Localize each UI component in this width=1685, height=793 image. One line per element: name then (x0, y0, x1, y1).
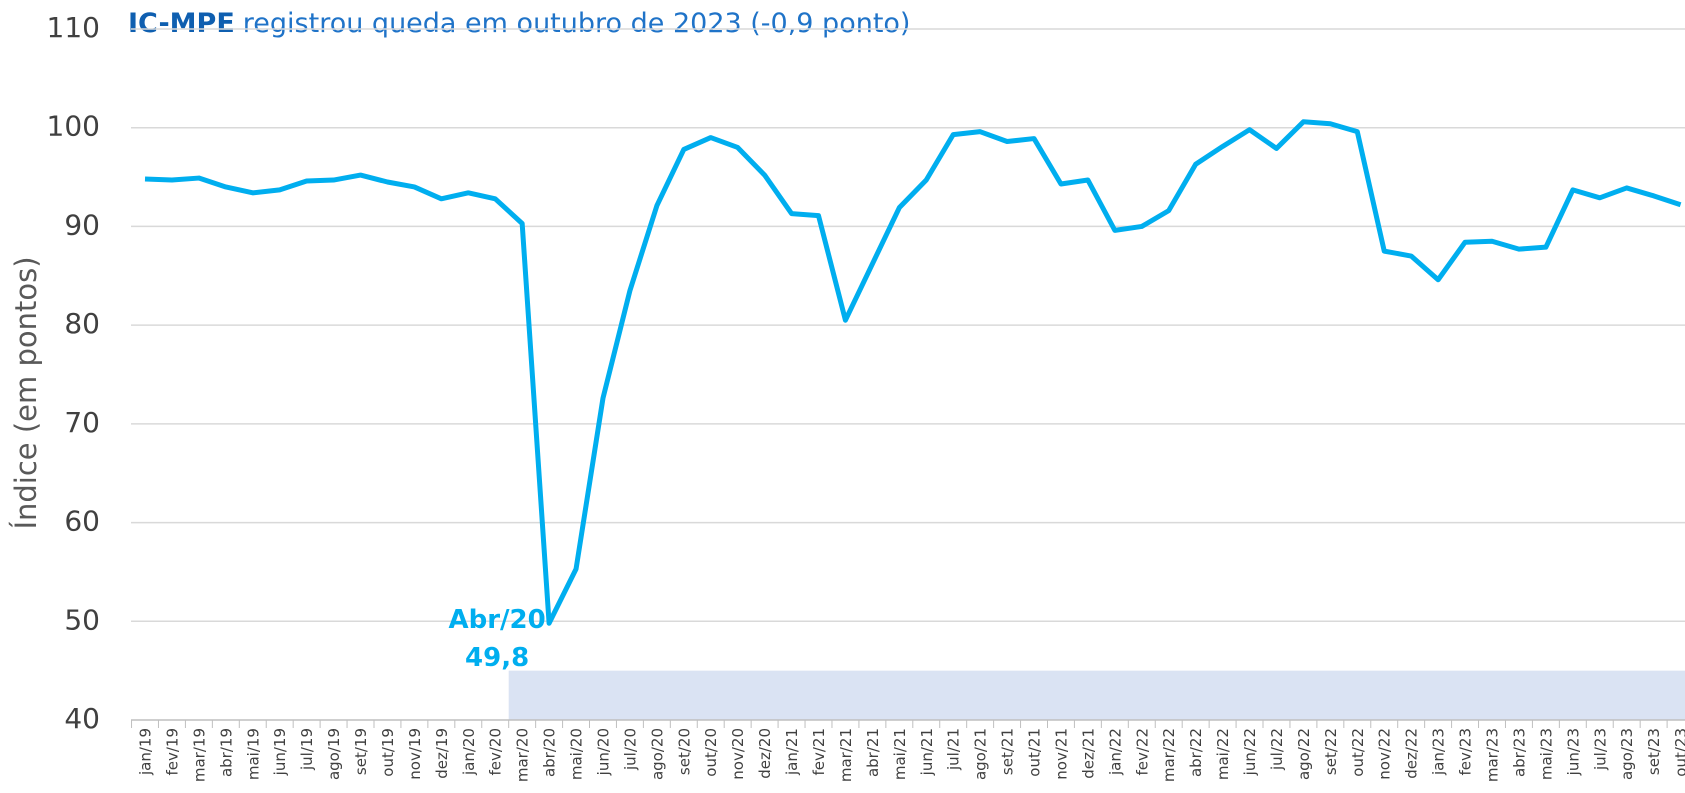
x-tick-label: out/20 (702, 728, 720, 777)
x-tick-label: abr/21 (864, 728, 882, 777)
x-tick-label: ago/21 (972, 728, 990, 780)
x-tick-label: nov/21 (1052, 728, 1070, 780)
x-tick-label: jul/23 (1591, 728, 1609, 771)
x-tick-label: out/23 (1672, 728, 1685, 777)
x-tick-label: jun/23 (1564, 728, 1582, 776)
x-tick-label: set/22 (1322, 728, 1340, 775)
x-tick-label: set/19 (352, 728, 370, 775)
x-tick-label: jun/19 (271, 728, 289, 776)
x-tick-label: nov/20 (729, 728, 747, 780)
x-tick-label: mai/21 (891, 728, 909, 780)
x-tick-label: out/21 (1026, 728, 1044, 777)
x-tick-label: abr/19 (217, 728, 235, 777)
x-tick-label: jun/20 (594, 728, 612, 776)
x-tick-label: nov/22 (1376, 728, 1394, 780)
annotation: Abr/20 (448, 605, 545, 635)
x-tick-label: set/20 (675, 728, 693, 775)
x-tick-label: ago/23 (1618, 728, 1636, 780)
chart-title: IC-MPE registrou queda em outubro de 2023… (128, 8, 910, 39)
title-bold: IC-MPE (128, 8, 235, 39)
x-tick-label: abr/23 (1510, 728, 1528, 777)
x-tick-label: jun/21 (918, 728, 936, 776)
x-tick-label: jan/23 (1430, 728, 1448, 776)
x-tick-label: abr/22 (1187, 728, 1205, 777)
x-tick-label: jan/20 (460, 728, 478, 776)
x-tick-label: dez/20 (756, 728, 774, 779)
x-tick-label: mai/19 (244, 728, 262, 780)
x-tick-label: fev/22 (1133, 728, 1151, 776)
x-tick-label: jan/22 (1106, 728, 1124, 776)
highlight-band (508, 670, 1685, 720)
y-tick-label: 110 (47, 11, 100, 44)
title-rest: registrou queda em outubro de 2023 (-0,9… (243, 8, 911, 39)
x-tick-label: fev/20 (487, 728, 505, 776)
x-tick-label: jul/21 (945, 728, 963, 771)
x-tick-label: ago/19 (325, 728, 343, 780)
x-tick-label: dez/19 (433, 728, 451, 779)
x-tick-label: jul/20 (621, 728, 639, 771)
x-tick-label: mar/19 (190, 728, 208, 782)
x-tick-label: set/23 (1645, 728, 1663, 775)
x-tick-label: jun/22 (1241, 728, 1259, 776)
x-tick-label: nov/19 (406, 728, 424, 780)
x-tick-label: out/22 (1349, 728, 1367, 777)
x-tick-label: mar/23 (1484, 728, 1502, 782)
y-tick-label: 80 (64, 307, 100, 340)
x-tick-label: out/19 (379, 728, 397, 777)
y-axis-label: Índice (em pontos) (9, 256, 43, 529)
x-tick-label: mai/23 (1537, 728, 1555, 780)
x-tick-label: ago/20 (648, 728, 666, 780)
y-tick-label: 60 (64, 505, 100, 538)
x-tick-label: fev/23 (1457, 728, 1475, 776)
x-tick-label: set/21 (999, 728, 1017, 775)
x-tick-label: jan/21 (783, 728, 801, 776)
y-tick-label: 70 (64, 406, 100, 439)
y-tick-label: 90 (64, 208, 100, 241)
x-tick-label: fev/21 (810, 728, 828, 776)
x-tick-label: dez/21 (1079, 728, 1097, 779)
x-tick-label: dez/22 (1403, 728, 1421, 779)
y-tick-label: 100 (47, 110, 100, 143)
x-tick-label: jul/19 (298, 728, 316, 771)
x-tick-label: jul/22 (1268, 728, 1286, 771)
x-tick-label: abr/20 (541, 728, 559, 777)
x-tick-label: ago/22 (1295, 728, 1313, 780)
x-tick-label: mar/20 (514, 728, 532, 782)
x-tick-label: mai/22 (1214, 728, 1232, 780)
y-tick-label: 50 (64, 603, 100, 636)
data-line (144, 119, 1682, 626)
x-tick-label: mai/20 (568, 728, 586, 780)
value-label: 49,8 (465, 643, 529, 673)
y-tick-label: 40 (64, 702, 100, 735)
x-tick-label: fev/19 (163, 728, 181, 776)
x-tick-label: mar/21 (837, 728, 855, 782)
x-tick-label: mar/22 (1160, 728, 1178, 782)
x-tick-label: jan/19 (137, 728, 155, 776)
